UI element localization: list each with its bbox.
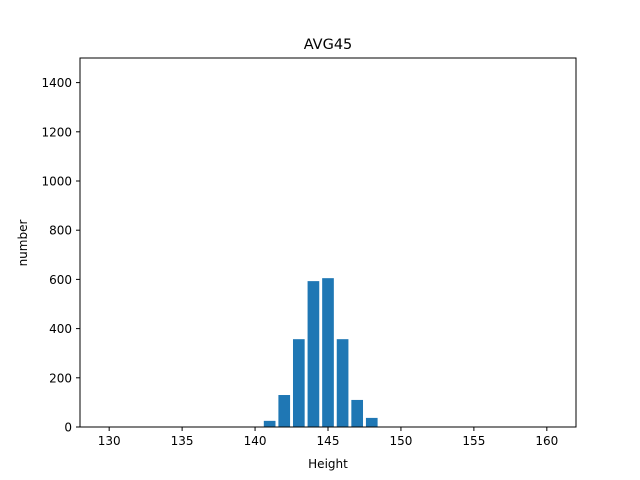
chart-title: AVG45 (304, 37, 353, 53)
bar-144 (307, 281, 320, 427)
bar-146 (336, 339, 349, 427)
bar-142 (278, 395, 291, 427)
y-tick-label: 0 (64, 421, 72, 435)
x-tick-label: 140 (244, 434, 267, 448)
x-tick-label: 130 (98, 434, 121, 448)
bar-143 (292, 339, 305, 427)
x-tick-label: 160 (535, 434, 558, 448)
x-tick-label: 145 (317, 434, 340, 448)
x-axis-ticks: 130 135 140 145 150 155 160 (98, 427, 558, 448)
y-tick-label: 600 (49, 273, 72, 287)
y-tick-label: 400 (49, 322, 72, 336)
y-tick-label: 1000 (41, 175, 72, 189)
y-axis-ticks: 0 200 400 600 800 1000 1200 1400 (41, 76, 80, 435)
y-tick-label: 1200 (41, 125, 72, 139)
bar-145 (322, 278, 334, 427)
y-tick-label: 1400 (41, 76, 72, 90)
bar-148 (365, 417, 378, 427)
bars-group (263, 278, 378, 427)
y-axis-label: number (16, 220, 30, 267)
y-tick-label: 800 (49, 224, 72, 238)
bar-141 (263, 420, 276, 427)
x-axis-label: Height (308, 457, 348, 471)
plot-frame (79, 57, 577, 428)
y-tick-label: 200 (49, 371, 72, 385)
x-tick-label: 150 (389, 434, 412, 448)
x-tick-label: 155 (462, 434, 485, 448)
bar-147 (351, 399, 364, 427)
x-tick-label: 135 (171, 434, 194, 448)
